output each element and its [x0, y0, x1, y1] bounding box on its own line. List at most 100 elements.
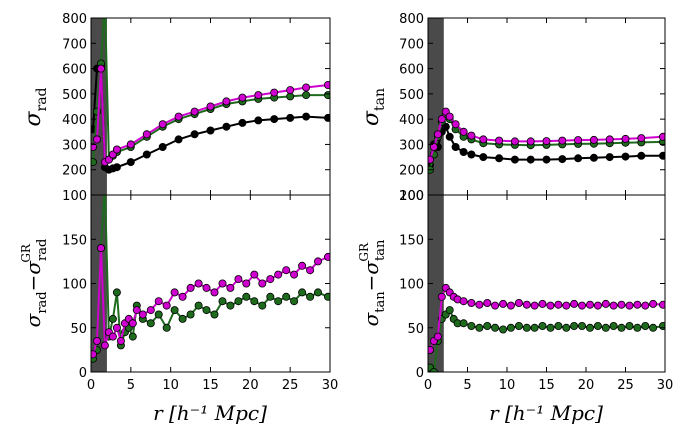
- point-magenta: [178, 292, 187, 301]
- point-magenta: [605, 135, 614, 144]
- ytick-label: 600: [399, 63, 424, 78]
- series-line-green: [429, 308, 664, 372]
- point-black: [479, 153, 488, 162]
- xtick-label: 5: [127, 378, 135, 393]
- point-green: [108, 314, 117, 323]
- xtick-label: 0: [87, 378, 95, 393]
- point-magenta: [429, 142, 438, 151]
- point-black: [190, 130, 199, 139]
- ytick-label: 400: [62, 113, 87, 128]
- point-black: [222, 122, 231, 131]
- point-green: [641, 321, 650, 330]
- point-magenta: [286, 86, 295, 95]
- point-green: [202, 306, 211, 315]
- point-magenta: [641, 301, 650, 310]
- point-magenta: [108, 332, 117, 341]
- ytick-label: 700: [62, 37, 87, 52]
- point-magenta: [546, 301, 555, 310]
- point-magenta: [428, 345, 434, 354]
- ylabel-rad-diff-sub: rad: [35, 291, 50, 313]
- point-magenta: [437, 292, 446, 301]
- point-magenta: [97, 64, 106, 73]
- point-black: [542, 155, 551, 164]
- point-magenta: [154, 297, 163, 306]
- point-magenta: [274, 270, 283, 279]
- point-green: [609, 321, 618, 330]
- point-green: [91, 158, 97, 167]
- point-green: [302, 91, 311, 100]
- point-green: [234, 297, 243, 306]
- point-green: [633, 323, 642, 332]
- ylabel-tan-diff-sup: GR: [357, 242, 371, 262]
- point-green: [514, 321, 523, 330]
- ytick-label: 700: [399, 37, 424, 52]
- point-black: [286, 113, 295, 122]
- point-magenta: [451, 120, 460, 129]
- point-green: [625, 321, 634, 330]
- ylabel-tan-diff-sub: tan: [373, 291, 388, 313]
- point-green: [445, 306, 454, 315]
- point-green: [538, 321, 547, 330]
- ylabel-tan-diff-sub2: tan: [373, 239, 388, 261]
- point-black: [459, 147, 468, 156]
- series-line-magenta: [429, 286, 664, 351]
- point-green: [226, 301, 235, 310]
- xtick-label: 15: [538, 378, 555, 393]
- point-green: [250, 297, 259, 306]
- point-black: [112, 163, 121, 172]
- point-magenta: [526, 137, 535, 146]
- ylabel-sigma-rad-diff: σrad−σradGR: [19, 239, 50, 328]
- series-line-green: [92, 18, 328, 163]
- point-green: [282, 292, 291, 301]
- point-magenta: [542, 137, 551, 146]
- point-magenta: [510, 137, 519, 146]
- point-green: [146, 319, 155, 328]
- point-green: [475, 323, 484, 332]
- point-magenta: [609, 301, 618, 310]
- point-magenta: [554, 300, 563, 309]
- point-magenta: [138, 310, 147, 319]
- point-magenta: [625, 301, 634, 310]
- ytick-label: 100: [62, 189, 87, 204]
- point-green: [554, 321, 563, 330]
- point-magenta: [617, 300, 626, 309]
- point-black: [467, 150, 476, 159]
- point-magenta: [538, 299, 547, 308]
- ytick-label: 150: [399, 233, 424, 248]
- ytick-label: 0: [79, 366, 87, 381]
- point-black: [238, 118, 247, 127]
- point-magenta: [586, 300, 595, 309]
- point-magenta: [659, 300, 665, 309]
- xlabel-left: r [h⁻¹ Mpc]: [153, 401, 267, 425]
- ylabel-sigma-tan-sub: tan: [372, 88, 388, 111]
- point-magenta: [633, 300, 642, 309]
- panel-sigma-rad-diff: 0 5 10 15 20 25 30 0 50 100 150: [62, 194, 338, 393]
- point-green: [210, 310, 219, 319]
- ytick-label: 100: [399, 189, 424, 204]
- ylabel-sigma-rad-sub: rad: [34, 87, 50, 111]
- point-green: [617, 323, 626, 332]
- xtick-label: 0: [424, 378, 432, 393]
- point-magenta: [428, 155, 434, 164]
- point-magenta: [186, 283, 195, 292]
- point-green: [266, 292, 275, 301]
- point-magenta: [128, 319, 137, 328]
- point-green: [290, 297, 299, 306]
- point-magenta: [206, 102, 215, 111]
- point-black: [158, 142, 167, 151]
- point-magenta: [112, 323, 121, 332]
- xlabel-right: r [h⁻¹ Mpc]: [489, 401, 603, 425]
- xtick-label: 10: [499, 378, 516, 393]
- ylabel-sigma-tan: σtan: [359, 88, 388, 126]
- ytick-label: 200: [399, 189, 424, 204]
- ylabel-rad-diff-sub2: rad: [35, 239, 50, 261]
- ytick-label: 100: [399, 278, 424, 293]
- ytick-label: 50: [70, 322, 87, 337]
- xtick-label: 25: [617, 378, 634, 393]
- point-magenta: [194, 279, 203, 288]
- series-group: [91, 195, 330, 363]
- point-magenta: [649, 299, 658, 308]
- point-green: [313, 288, 322, 297]
- point-magenta: [558, 136, 567, 145]
- point-magenta: [574, 136, 583, 145]
